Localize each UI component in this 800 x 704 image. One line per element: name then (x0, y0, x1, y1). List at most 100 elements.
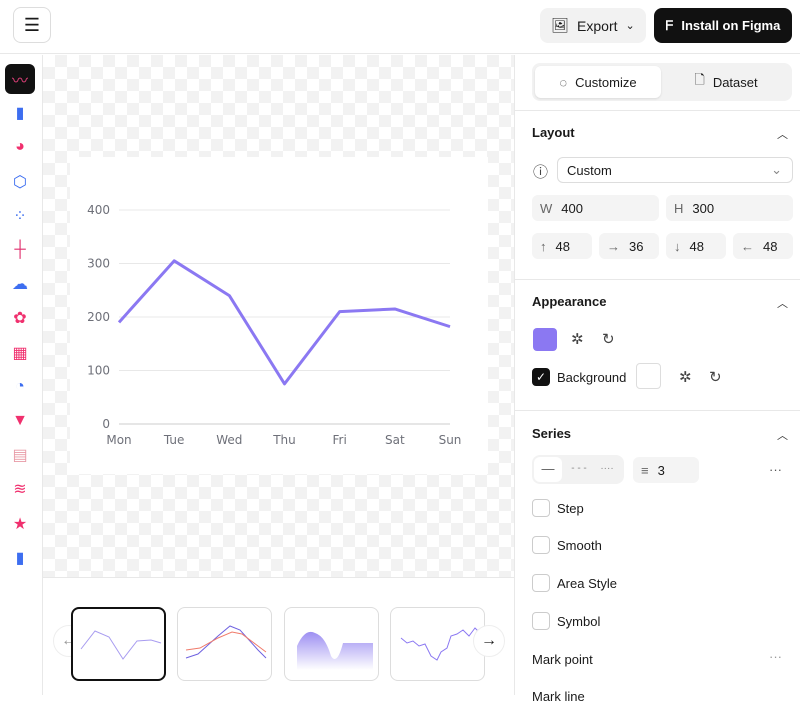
dotted-line-option[interactable]: ···· (594, 457, 620, 482)
sidebar-item-line-chart[interactable]: 〰 (5, 64, 35, 94)
collapse-layout-icon[interactable]: ︿ (777, 126, 788, 142)
export-button[interactable]: 🖼 Export ⌄ (540, 8, 646, 43)
palette-icon: ◌ (559, 75, 567, 90)
palette-wheel-icon[interactable]: ✲ (571, 330, 584, 348)
install-on-figma-button[interactable]: ᖴ Install on Figma (654, 8, 792, 43)
symbol-label: Symbol (557, 614, 600, 629)
sidebar-item-table-chart[interactable]: ▤ (5, 440, 35, 470)
pie-chart-icon: ◕ (15, 138, 25, 156)
check-icon: ✓ (536, 370, 546, 384)
padding-top-input[interactable]: ↑48 (532, 233, 592, 259)
area-style-checkbox[interactable] (532, 574, 550, 592)
sidebar-item-bar-chart[interactable]: ▮ (5, 98, 35, 128)
padding-top-value: 48 (556, 239, 570, 254)
smooth-label: Smooth (557, 538, 602, 553)
refresh-icon[interactable]: ↻ (602, 330, 615, 348)
sidebar-item-scatter-chart[interactable]: ⁘ (5, 201, 35, 231)
dashed-line-option[interactable]: - - - (566, 457, 592, 482)
treemap-chart-icon: ▦ (12, 343, 27, 363)
candlestick-chart-icon: ┼ (14, 241, 25, 259)
template-thumb-basic-line[interactable] (71, 607, 166, 681)
template-thumb-noisy-line[interactable] (390, 607, 485, 681)
line-width-input[interactable]: ≡3 (633, 457, 699, 483)
sidebar-item-pie-chart[interactable]: ◕ (5, 132, 35, 162)
tab-label: Customize (575, 75, 636, 90)
palette-wheel-icon[interactable]: ✲ (679, 368, 692, 386)
height-input[interactable]: H 300 (666, 195, 793, 221)
image-icon: 🖼 (551, 17, 569, 34)
padding-left-input[interactable]: ←48 (733, 233, 793, 259)
template-thumb-multi-line[interactable] (177, 607, 272, 681)
smooth-checkbox[interactable] (532, 536, 550, 554)
background-color-swatch[interactable] (636, 363, 661, 389)
collapse-appearance-icon[interactable]: ︿ (777, 295, 788, 311)
y-tick-label: 200 (87, 310, 110, 324)
line-weight-icon: ≡ (641, 463, 649, 478)
funnel-chart-icon: ▼ (12, 412, 28, 430)
mark-point-more-icon[interactable]: ··· (769, 649, 782, 664)
bar-chart-icon: ▮ (16, 103, 25, 123)
line-chart-icon: 〰 (12, 67, 28, 91)
chevron-down-icon: ⌄ (626, 19, 635, 32)
layout-section-title: Layout (532, 125, 575, 140)
background-label: Background (557, 370, 626, 385)
gauge-chart-icon: ◔ (15, 378, 25, 396)
y-tick-label: 0 (102, 417, 110, 431)
panel-tabs: ◌ Customize 🗋Dataset (532, 63, 792, 101)
padding-bottom-input[interactable]: ↓ 48 (666, 233, 726, 259)
file-icon: 🗋 (694, 71, 704, 93)
divider (515, 410, 800, 411)
height-label: H (674, 201, 683, 216)
size-preset-select[interactable]: Custom⌄ (557, 157, 793, 183)
collapse-series-icon[interactable]: ︿ (777, 427, 788, 443)
sidebar-item-gauge-chart[interactable]: ◔ (5, 372, 35, 402)
appearance-section-title: Appearance (532, 294, 606, 309)
padding-right-input[interactable]: →36 (599, 233, 659, 259)
sidebar-item-candlestick-chart[interactable]: ┼ (5, 235, 35, 265)
x-tick-label: Thu (272, 433, 296, 447)
figma-icon: ᖴ (666, 18, 674, 34)
sidebar-item-sunburst-chart[interactable]: ✿ (5, 303, 35, 333)
chevron-down-icon: ⌄ (771, 162, 782, 178)
sidebar-item-custom-bar-chart[interactable]: ▮ (5, 543, 35, 573)
settings-panel: ◌Customize 🗋Dataset Layout ︿ ⓘ Custom⌄ W… (514, 55, 800, 695)
tab-dataset[interactable]: 🗋Dataset (663, 66, 789, 98)
x-tick-label: Sat (385, 433, 405, 447)
arrow-left-icon: ← (741, 239, 754, 254)
hamburger-icon: ☰ (24, 15, 40, 36)
y-tick-label: 300 (87, 257, 110, 271)
sidebar-item-theme-river-chart[interactable]: ≋ (5, 474, 35, 504)
arrow-down-icon: ↓ (674, 239, 681, 254)
custom-bar-chart-icon: ▮ (16, 548, 25, 568)
sidebar-item-funnel-chart[interactable]: ▼ (5, 406, 35, 436)
more-icon[interactable]: ··· (769, 462, 782, 477)
padding-bottom-value: 48 (690, 239, 704, 254)
arrow-right-icon: → (481, 632, 497, 650)
area-style-label: Area Style (557, 576, 617, 591)
sidebar-item-radar-chart[interactable]: ⬡ (5, 167, 35, 197)
background-checkbox[interactable]: ✓ (532, 368, 550, 386)
next-button[interactable]: → (473, 625, 505, 657)
radar-chart-icon: ⬡ (13, 172, 27, 192)
x-tick-label: Tue (163, 433, 185, 447)
x-tick-label: Sun (439, 433, 462, 447)
sidebar-item-treemap-chart[interactable]: ▦ (5, 338, 35, 368)
solid-line-option[interactable]: — (534, 457, 562, 482)
install-label: Install on Figma (681, 18, 780, 33)
template-thumb-area[interactable] (284, 607, 379, 681)
refresh-icon[interactable]: ↻ (709, 368, 722, 386)
height-value: 300 (692, 201, 714, 216)
symbol-checkbox[interactable] (532, 612, 550, 630)
top-bar: ☰ 🖼 Export ⌄ ᖴ Install on Figma (0, 0, 800, 54)
tab-customize[interactable]: ◌ Customize (535, 66, 661, 98)
series-color-swatch[interactable] (533, 328, 557, 351)
menu-button[interactable]: ☰ (13, 7, 51, 43)
sidebar-item-map-chart[interactable]: ☁ (5, 269, 35, 299)
sidebar-item-pictorial-chart[interactable]: ★ (5, 509, 35, 539)
step-checkbox[interactable] (532, 499, 550, 517)
mark-line-label: Mark line (532, 689, 585, 704)
divider (515, 110, 800, 111)
arrow-right-icon: → (607, 239, 620, 254)
